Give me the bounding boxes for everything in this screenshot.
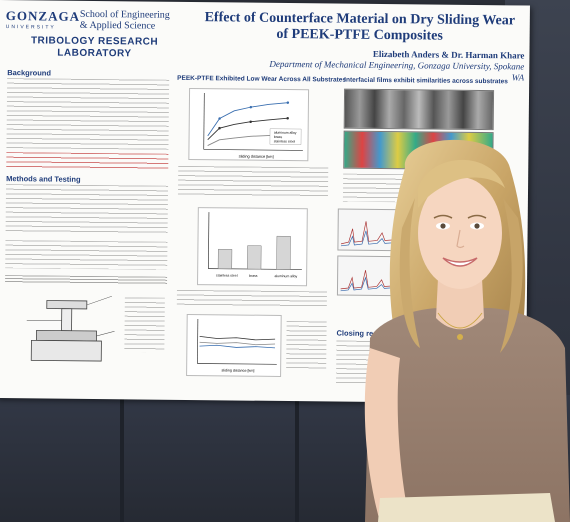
figure-caption	[286, 321, 327, 372]
friction-plot: sliding distance [km]	[186, 313, 282, 377]
legend-item: stainless steel	[274, 139, 296, 143]
spectrum-plot	[336, 255, 408, 297]
spectrum-plot	[337, 208, 408, 252]
legend-item: aluminum alloy	[274, 131, 297, 135]
logo-name: GONZAGA	[5, 8, 81, 24]
bar-label: brass	[249, 274, 258, 278]
section-heading: PEEK-PTFE Exhibited Low Wear Across All …	[177, 74, 347, 84]
lab-line: TRIBOLOGY RESEARCH	[30, 35, 159, 48]
presenter-person	[364, 139, 570, 522]
section-heading: Background	[7, 68, 52, 78]
equation	[5, 275, 168, 285]
logo-subtitle: UNIVERSITY	[5, 24, 56, 31]
section-heading: Interfacial films exhibit similarities a…	[344, 76, 508, 86]
micrograph-strip	[343, 88, 495, 131]
section-heading: Methods and Testing	[6, 174, 81, 184]
university-logo: GONZAGA UNIVERSITY	[6, 8, 80, 31]
school-line: & Applied Science	[79, 19, 156, 32]
methods-text-block	[5, 240, 168, 270]
highlight-text-block	[6, 152, 169, 170]
methods-text-block	[5, 184, 169, 236]
school-name: School of Engineering & Applied Science	[80, 9, 170, 32]
board-seam	[120, 395, 124, 522]
figure-caption	[124, 297, 165, 353]
research-poster: GONZAGA UNIVERSITY School of Engineering…	[0, 0, 530, 404]
tribometer-diagram	[26, 295, 115, 362]
legend-item: brass	[274, 135, 283, 139]
poster-title: Effect of Counterface Material on Dry Sl…	[195, 10, 525, 45]
bar-label: aluminum alloy	[275, 274, 298, 278]
figure-caption	[176, 289, 327, 310]
lab-line: LABORATORY	[57, 47, 132, 60]
figure-caption	[177, 165, 329, 198]
x-axis-label: sliding distance [km]	[239, 154, 274, 159]
background-text-block	[6, 78, 170, 150]
wear-volume-plot: aluminum alloy brass stainless steel sli…	[188, 87, 310, 162]
x-axis-label: sliding distance [km]	[222, 368, 255, 372]
wear-rate-bar-chart: stainless steel brass aluminum alloy	[197, 207, 308, 287]
board-seam	[295, 395, 299, 522]
bar-label: stainless steel	[216, 273, 238, 277]
lab-name: TRIBOLOGY RESEARCH LABORATORY	[19, 35, 169, 61]
